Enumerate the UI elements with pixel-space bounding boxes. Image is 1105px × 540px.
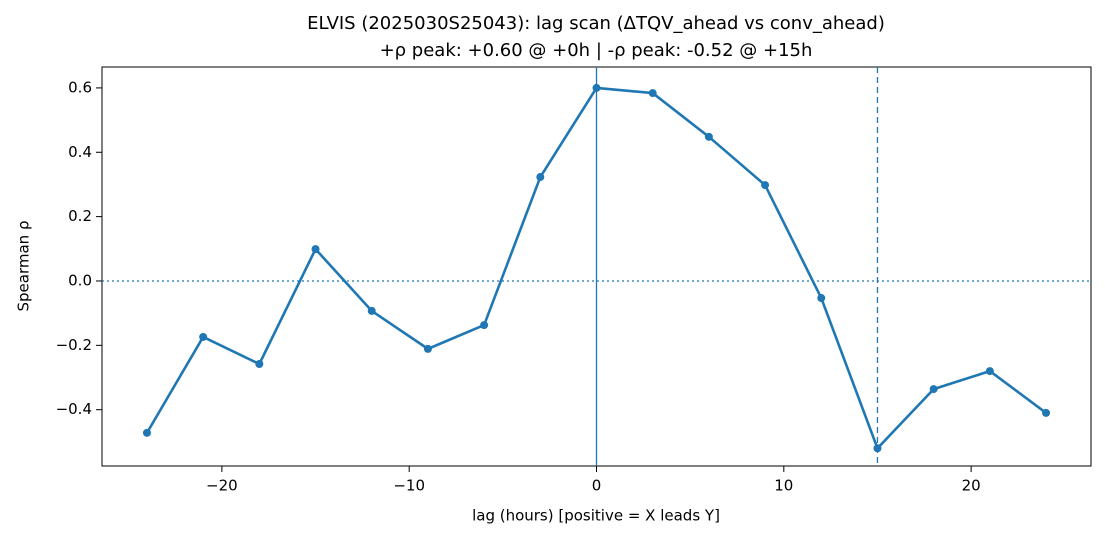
data-point [929,385,938,394]
data-point [423,344,432,353]
data-point [761,181,770,190]
data-point [817,294,826,303]
chart-subtitle: +ρ peak: +0.60 @ +0h | -ρ peak: -0.52 @ … [380,40,813,61]
data-point [199,332,208,341]
chart-title: ELVIS (2025030S25043): lag scan (ΔTQV_ah… [307,13,885,34]
x-tick-label: −10 [393,477,425,495]
data-point [311,245,320,254]
y-axis-label: Spearman ρ [15,221,33,312]
x-tick-label: 0 [592,477,602,495]
data-point [592,83,601,92]
data-point [1042,408,1051,417]
data-point [648,89,657,98]
data-point [367,306,376,315]
data-point [480,321,489,330]
y-tick-label: 0.6 [68,78,92,96]
y-tick-label: −0.2 [56,336,92,354]
x-tick-label: −20 [206,477,238,495]
y-tick-label: 0.4 [68,143,92,161]
x-axis-label: lag (hours) [positive = X leads Y] [472,507,720,525]
x-tick-label: 10 [774,477,793,495]
y-tick-label: −0.4 [56,400,92,418]
y-tick-label: 0.2 [68,207,92,225]
data-point [536,173,545,182]
data-point [142,428,151,437]
data-point [255,359,264,368]
y-tick-label: 0.0 [68,271,92,289]
data-point [704,132,713,141]
data-point [985,367,994,376]
x-tick-label: 20 [962,477,981,495]
data-point [873,444,882,453]
